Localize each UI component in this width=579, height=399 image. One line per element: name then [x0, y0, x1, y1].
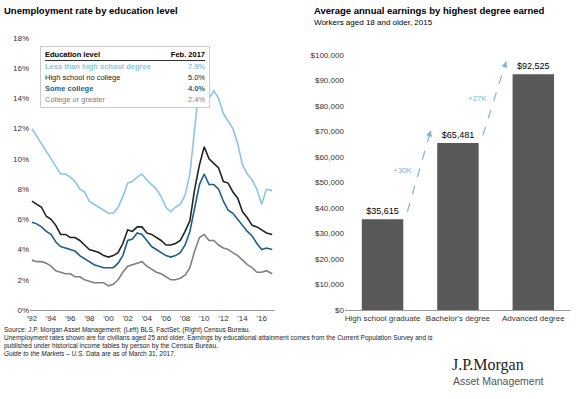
html-text:Some college: Some college: [45, 84, 94, 93]
svg-text:'16: '16: [256, 314, 267, 323]
svg-text:'98: '98: [84, 314, 95, 323]
html-text:4.0%: 4.0%: [187, 84, 205, 93]
svg-text:'10: '10: [199, 314, 210, 323]
svg-text:$92,525: $92,525: [517, 61, 550, 71]
svg-text:$30,000: $30,000: [315, 229, 344, 238]
svg-text:2%: 2%: [17, 276, 29, 285]
html-text:Unemployment rates shown are f: Unemployment rates shown are for civilia…: [4, 334, 433, 341]
html-text:Less than high school degree: Less than high school degree: [45, 62, 151, 71]
svg-text:+30K: +30K: [393, 166, 413, 175]
svg-text:12%: 12%: [13, 124, 29, 133]
svg-text:$10,000: $10,000: [315, 280, 344, 289]
svg-text:18%: 18%: [13, 34, 29, 43]
svg-text:$100,000: $100,000: [310, 51, 344, 60]
svg-text:High school graduate: High school graduate: [345, 314, 421, 323]
svg-text:'94: '94: [46, 314, 57, 323]
svg-text:'00: '00: [103, 314, 114, 323]
html-text:High school no college: High school no college: [45, 73, 121, 82]
svg-text:$65,481: $65,481: [442, 130, 475, 140]
html-text:Source: J.P. Morgan Asset Mana: Source: J.P. Morgan Asset Management; (L…: [4, 326, 251, 333]
svg-text:$80,000: $80,000: [315, 102, 344, 111]
svg-text:Advanced degree: Advanced degree: [502, 314, 565, 323]
svg-text:'12: '12: [218, 314, 229, 323]
html-text:Asset Management: Asset Management: [453, 375, 544, 387]
html-text:Average annual earnings by hig: Average annual earnings by highest degre…: [314, 5, 545, 16]
html-text:Guide to the Markets – U.S. Da: Guide to the Markets – U.S. Data are as …: [4, 350, 176, 357]
svg-text:'14: '14: [237, 314, 248, 323]
svg-text:$50,000: $50,000: [315, 178, 344, 187]
svg-text:6%: 6%: [17, 215, 29, 224]
svg-text:+27K: +27K: [468, 94, 488, 103]
svg-text:Bachelor's degree: Bachelor's degree: [426, 314, 491, 323]
html-text:College or greater: College or greater: [45, 95, 105, 104]
html-text:5.0%: 5.0%: [187, 73, 205, 82]
svg-text:$20,000: $20,000: [315, 255, 344, 264]
svg-text:'96: '96: [65, 314, 76, 323]
svg-text:16%: 16%: [13, 64, 29, 73]
svg-text:'08: '08: [180, 314, 191, 323]
html-text:7.9%: 7.9%: [187, 62, 205, 71]
svg-text:$0: $0: [335, 306, 344, 315]
html-text:Feb. 2017: Feb. 2017: [170, 50, 205, 59]
svg-text:'02: '02: [122, 314, 133, 323]
svg-text:4%: 4%: [17, 245, 29, 254]
svg-text:$90,000: $90,000: [315, 76, 344, 85]
html-text:Workers aged 18 and older, 201: Workers aged 18 and older, 2015: [314, 18, 433, 27]
html-text:J.P.Morgan: J.P.Morgan: [452, 356, 524, 373]
svg-text:'92: '92: [27, 314, 38, 323]
svg-text:$60,000: $60,000: [315, 153, 344, 162]
svg-text:10%: 10%: [13, 155, 29, 164]
svg-text:$40,000: $40,000: [315, 204, 344, 213]
svg-text:'06: '06: [161, 314, 172, 323]
html-text:published under historical inc: published under historical income tables…: [4, 342, 218, 349]
html-text:Unemployment rate by education: Unemployment rate by education level: [4, 5, 178, 16]
svg-text:0%: 0%: [17, 306, 29, 315]
html-text:Education level: Education level: [45, 50, 100, 59]
svg-text:14%: 14%: [13, 94, 29, 103]
svg-text:$35,615: $35,615: [366, 206, 399, 216]
svg-text:'04: '04: [142, 314, 153, 323]
svg-text:8%: 8%: [17, 185, 29, 194]
svg-text:$70,000: $70,000: [315, 127, 344, 136]
html-text:2.4%: 2.4%: [187, 95, 205, 104]
